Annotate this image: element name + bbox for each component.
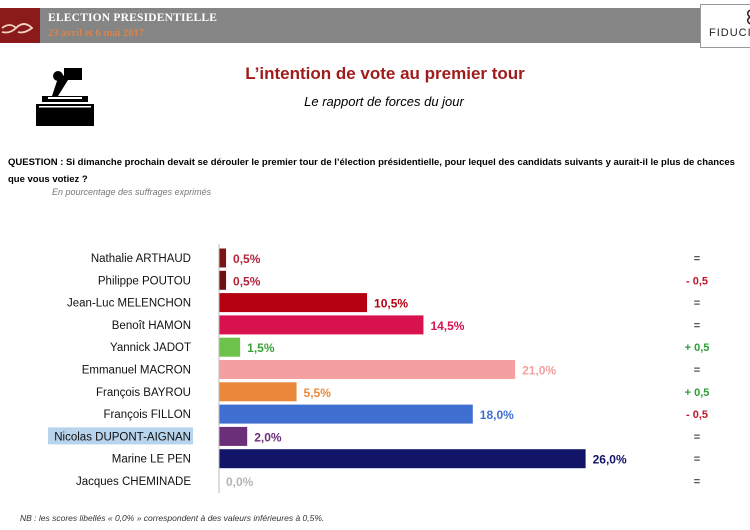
data-label: 14,5% [430,319,464,333]
data-label: 0,5% [233,252,261,266]
bar [219,404,473,424]
chart-title: L’intention de vote au premier tour [245,64,525,83]
header-band [0,8,700,43]
brand-monogram-icon [1,23,34,34]
category-label: Nicolas DUPONT-AIGNAN [54,431,191,443]
data-label: 10,5% [374,297,408,311]
category-label: Nathalie ARTHAUD [91,253,191,265]
bar [219,360,516,379]
bar [219,426,248,446]
bar [219,270,227,290]
change-label: = [694,298,700,310]
data-label: 5,5% [304,386,332,400]
change-label: - 0,5 [686,409,708,421]
header-title: ELECTION PRESIDENTIELLE [48,12,218,24]
data-label: 26,0% [593,453,627,467]
change-label: = [694,320,700,332]
header-dates: 23 avril et 6 mai 2017 [48,28,144,39]
highlight-band [48,427,193,445]
pollster-logo-icon [746,9,750,25]
category-label: François FILLON [103,409,191,421]
pollster-logo-text: FIDUCI [709,27,750,39]
data-label: 2,0% [254,430,282,444]
bar [219,248,227,268]
change-label: = [694,365,700,377]
category-label: Benoît HAMON [112,320,191,332]
change-label: = [694,476,700,488]
data-label: 1,5% [247,341,275,355]
category-label: Yannick JADOT [110,342,191,354]
survey-question: QUESTION : Si dimanche prochain devait s… [8,157,735,185]
pollster-logo: FIDUCI [700,4,750,48]
change-label: + 0,5 [685,387,710,399]
chart-subtitle: Le rapport de forces du jour [304,94,464,109]
category-label: Marine LE PEN [112,454,191,466]
category-label: Jean-Luc MELENCHON [67,298,191,310]
change-label: = [694,253,700,265]
category-label: Philippe POUTOU [98,275,191,287]
change-label: - 0,5 [686,275,708,287]
category-label: Emmanuel MACRON [82,365,191,377]
category-label: François BAYROU [96,387,191,399]
brand-logo-mark [0,8,40,43]
category-label: Jacques CHEMINADE [76,476,191,488]
change-label: + 0,5 [685,342,710,354]
footnote: NB : les scores libellés « 0,0% » corres… [20,513,325,523]
ballot-box-icon [36,68,94,126]
bar [219,337,241,357]
bar [219,293,368,313]
data-label: 21,0% [522,364,556,378]
change-label: = [694,431,700,443]
data-label: 0,5% [233,274,261,288]
bar [219,315,424,335]
data-label: 18,0% [480,408,514,422]
unit-note: En pourcentage des suffrages exprimés [52,187,212,197]
bar [219,382,297,402]
change-label: = [694,454,700,466]
data-label: 0,0% [226,475,254,489]
bar [219,449,586,469]
